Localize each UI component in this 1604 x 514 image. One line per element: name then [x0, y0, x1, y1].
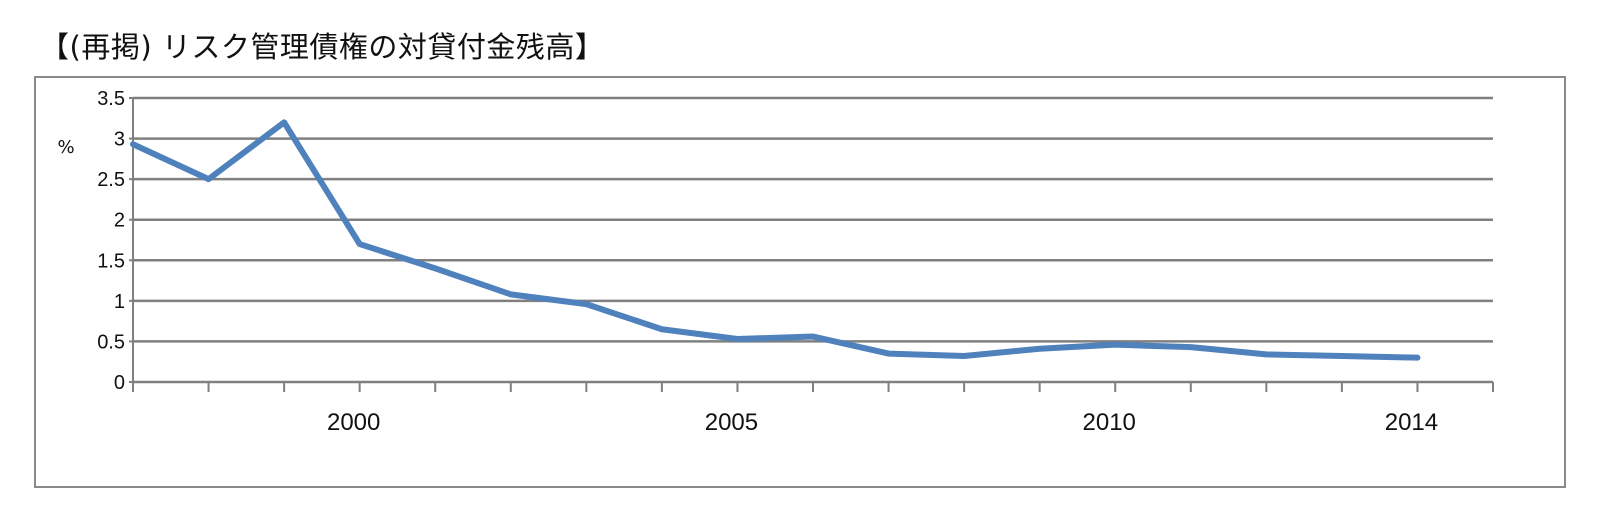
data-point-2009 — [1037, 346, 1043, 352]
x-tick-label-2010: 2010 — [1083, 409, 1136, 436]
y-tick-label-5: 2.5 — [97, 169, 125, 191]
data-point-2010 — [1112, 342, 1118, 348]
x-tick-label-2000: 2000 — [327, 409, 380, 436]
data-point-2001 — [432, 265, 438, 271]
y-tick-label-6: 3 — [114, 129, 125, 151]
y-tick-label-2: 1 — [114, 291, 125, 313]
chart-title: 【(再掲) リスク管理債権の対貸付金残高】 — [40, 30, 605, 64]
y-tick-label-3: 1.5 — [97, 250, 125, 272]
y-tick-label-4: 2 — [114, 210, 125, 232]
data-point-2012 — [1263, 351, 1269, 357]
tick-labels: 0 0.5 1 1.5 2 2.5 3 3.5 2000 2005 2010 2014% — [57, 88, 1438, 436]
axes — [129, 97, 1494, 392]
chart-frame: 0 0.5 1 1.5 2 2.5 3 3.5 2000 2005 2010 2014% — [34, 76, 1566, 488]
data-point-2006 — [810, 334, 816, 340]
gridlines — [133, 96, 1493, 343]
y-unit-label: % — [57, 137, 74, 158]
x-tick-label-2014: 2014 — [1385, 409, 1438, 436]
data-point-2000 — [357, 241, 363, 247]
data-point-2002 — [508, 291, 514, 297]
x-tick-label-2005: 2005 — [705, 409, 758, 436]
data-point-2014 — [1414, 355, 1420, 361]
data-point-2005 — [734, 336, 740, 342]
y-tick-label-7: 3.5 — [97, 88, 125, 110]
data-point-2007 — [886, 351, 892, 357]
line-chart: 0 0.5 1 1.5 2 2.5 3 3.5 2000 2005 2010 2014% — [57, 88, 1494, 436]
data-point-1997 — [130, 141, 136, 147]
data-point-2003 — [583, 301, 589, 307]
data-point-2013 — [1339, 353, 1345, 359]
series-line-0 — [130, 119, 1421, 361]
data-point-1999 — [281, 119, 287, 125]
data-point-2004 — [659, 326, 665, 332]
series-layer — [130, 119, 1421, 361]
data-point-2011 — [1188, 344, 1194, 350]
data-point-2008 — [961, 353, 967, 359]
y-tick-label-0: 0 — [114, 372, 125, 394]
data-point-1998 — [206, 176, 212, 182]
y-tick-label-1: 0.5 — [97, 331, 125, 353]
